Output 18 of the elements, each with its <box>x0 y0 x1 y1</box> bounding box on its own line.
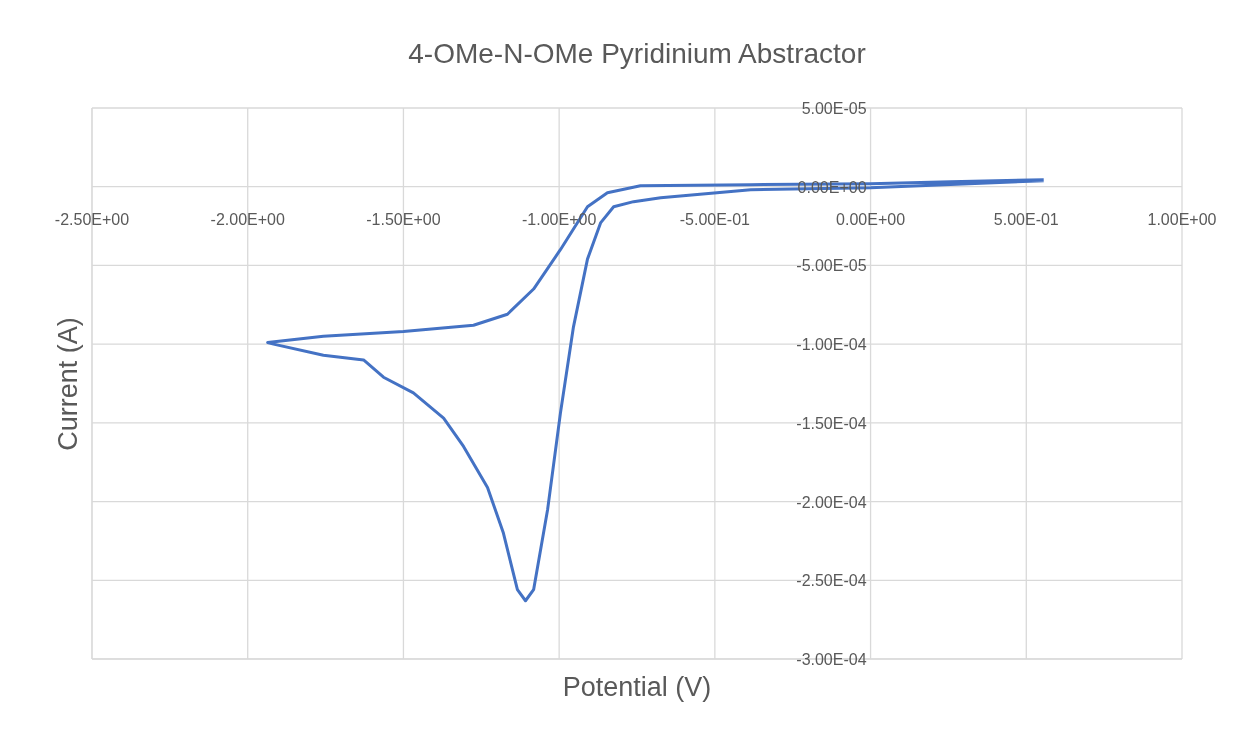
y-tick-label: -1.50E-04 <box>796 414 867 432</box>
x-axis-title: Potential (V) <box>561 672 713 703</box>
y-tick-label: -3.00E-04 <box>796 651 867 668</box>
x-tick-label: 0.00E+00 <box>836 210 906 228</box>
y-tick-label: -1.00E-04 <box>796 336 867 354</box>
y-tick-label: -5.00E-05 <box>796 257 867 275</box>
x-tick-label: 1.00E+00 <box>1147 210 1217 228</box>
x-tick-label: -2.50E+00 <box>54 210 130 228</box>
x-tick-label: -5.00E-01 <box>679 210 751 228</box>
y-tick-label: -2.00E-04 <box>796 493 867 511</box>
x-tick-label: 5.00E-01 <box>993 210 1059 228</box>
y-tick-label: 5.00E-05 <box>801 100 867 117</box>
y-tick-label: 0.00E+00 <box>797 178 867 196</box>
y-axis-title: Current (A) <box>52 316 84 451</box>
x-tick-label: -2.00E+00 <box>210 210 285 228</box>
x-tick-label: -1.50E+00 <box>366 210 441 228</box>
y-tick-label: -2.50E-04 <box>796 572 867 590</box>
chart-title: 4-OMe-N-OMe Pyridinium Abstractor <box>407 38 867 70</box>
